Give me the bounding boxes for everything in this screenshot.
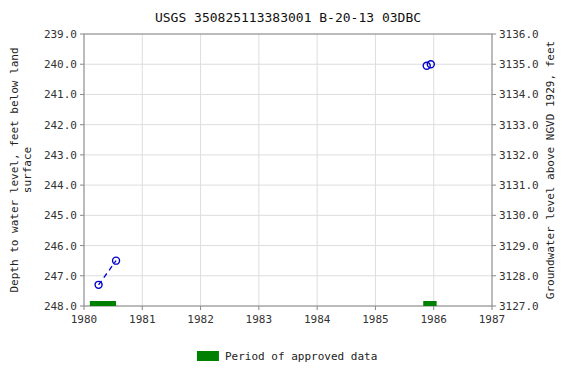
plot-frame	[84, 34, 492, 306]
y-tick	[80, 306, 84, 307]
y2-tick	[492, 64, 496, 65]
legend-swatch	[197, 351, 219, 361]
x-tick-label: 1984	[304, 313, 331, 326]
y2-tick	[492, 154, 496, 155]
y-tick-label: 241.0	[44, 88, 77, 101]
legend-label: Period of approved data	[225, 350, 377, 363]
grid	[84, 34, 492, 306]
y2-tick-label: 3130.0	[499, 209, 539, 222]
x-tick	[492, 306, 493, 310]
marks	[90, 61, 437, 306]
y2-tick-label: 3127.0	[499, 300, 539, 313]
y-tick-label: 243.0	[44, 149, 77, 162]
y-tick	[80, 215, 84, 216]
chart: 1980 1981 1982 1983 1984 1985 1986 1987 239.0 240…	[0, 0, 576, 384]
x-tick-label: 1985	[362, 313, 389, 326]
y-tick	[80, 94, 84, 95]
x-tick	[200, 306, 201, 310]
y-grid-line	[84, 64, 492, 65]
y2-tick-label: 3136.0	[499, 28, 539, 41]
x-grid-line	[375, 34, 376, 306]
x-tick-label: 1981	[129, 313, 156, 326]
background	[0, 0, 576, 384]
x-tick	[317, 306, 318, 310]
y-grid-line	[84, 154, 492, 155]
y2-tick	[492, 275, 496, 276]
x-tick-label: 1980	[71, 313, 98, 326]
x-grid-line	[433, 34, 434, 306]
x-tick	[84, 306, 85, 310]
x-tick-label: 1982	[187, 313, 214, 326]
y-tick	[80, 124, 84, 125]
period-bar	[90, 301, 116, 306]
x-tick-label: 1987	[479, 313, 506, 326]
y2-tick-label: 3133.0	[499, 119, 539, 132]
y-tick-label: 240.0	[44, 58, 77, 71]
y2-tick-label: 3135.0	[499, 58, 539, 71]
y-grid-line	[84, 245, 492, 246]
line	[99, 261, 116, 285]
axes: 1980 1981 1982 1983 1984 1985 1986 1987 239.0 240…	[44, 28, 539, 326]
y-tick	[80, 245, 84, 246]
y2-tick	[492, 94, 496, 95]
x-tick	[258, 306, 259, 310]
x-grid-line	[258, 34, 259, 306]
point	[95, 281, 102, 288]
y-tick	[80, 64, 84, 65]
y2-tick-label: 3128.0	[499, 270, 539, 283]
x-grid-line	[317, 34, 318, 306]
y-tick-label: 248.0	[44, 300, 77, 313]
y-tick-label: 246.0	[44, 240, 77, 253]
point	[427, 61, 434, 68]
y2-tick	[492, 215, 496, 216]
x-tick	[433, 306, 434, 310]
y-grid-line	[84, 185, 492, 186]
title: USGS 350825113383001 B-20-13 03DBC	[155, 10, 421, 25]
y-grid-line	[84, 215, 492, 216]
y-axis-label-line: Depth to water level, feet below land	[8, 47, 21, 292]
y-grid-line	[84, 124, 492, 125]
y2-tick	[492, 245, 496, 246]
y2-tick-label: 3131.0	[499, 179, 539, 192]
y2-tick-label: 3134.0	[499, 88, 539, 101]
y2-tick	[492, 185, 496, 186]
y-grid-line	[84, 94, 492, 95]
x-tick-label: 1983	[246, 313, 273, 326]
legend: Period of approved data	[197, 350, 377, 363]
y-tick-label: 245.0	[44, 209, 77, 222]
x-grid-line	[142, 34, 143, 306]
y-tick	[80, 185, 84, 186]
y2-tick	[492, 124, 496, 125]
y-tick-label: 242.0	[44, 119, 77, 132]
y2-tick-label: 3132.0	[499, 149, 539, 162]
y-axis-label: Depth to water level, feet below landsur…	[8, 47, 34, 292]
y-tick	[80, 34, 84, 35]
y-tick-label: 239.0	[44, 28, 77, 41]
x-tick-label: 1986	[420, 313, 447, 326]
y-grid-line	[84, 275, 492, 276]
y-tick-label: 247.0	[44, 270, 77, 283]
x-tick	[142, 306, 143, 310]
point	[113, 257, 120, 264]
y-tick	[80, 275, 84, 276]
y-tick	[80, 154, 84, 155]
x-tick	[375, 306, 376, 310]
period-bar	[423, 301, 436, 306]
y-axis-label-line: surface	[21, 147, 34, 193]
y2-tick	[492, 34, 496, 35]
y2-tick-label: 3129.0	[499, 240, 539, 253]
y2-axis-label: Groundwater level above NGVD 1929, feet	[544, 41, 557, 299]
y-tick-label: 244.0	[44, 179, 77, 192]
x-grid-line	[200, 34, 201, 306]
y2-tick	[492, 306, 496, 307]
